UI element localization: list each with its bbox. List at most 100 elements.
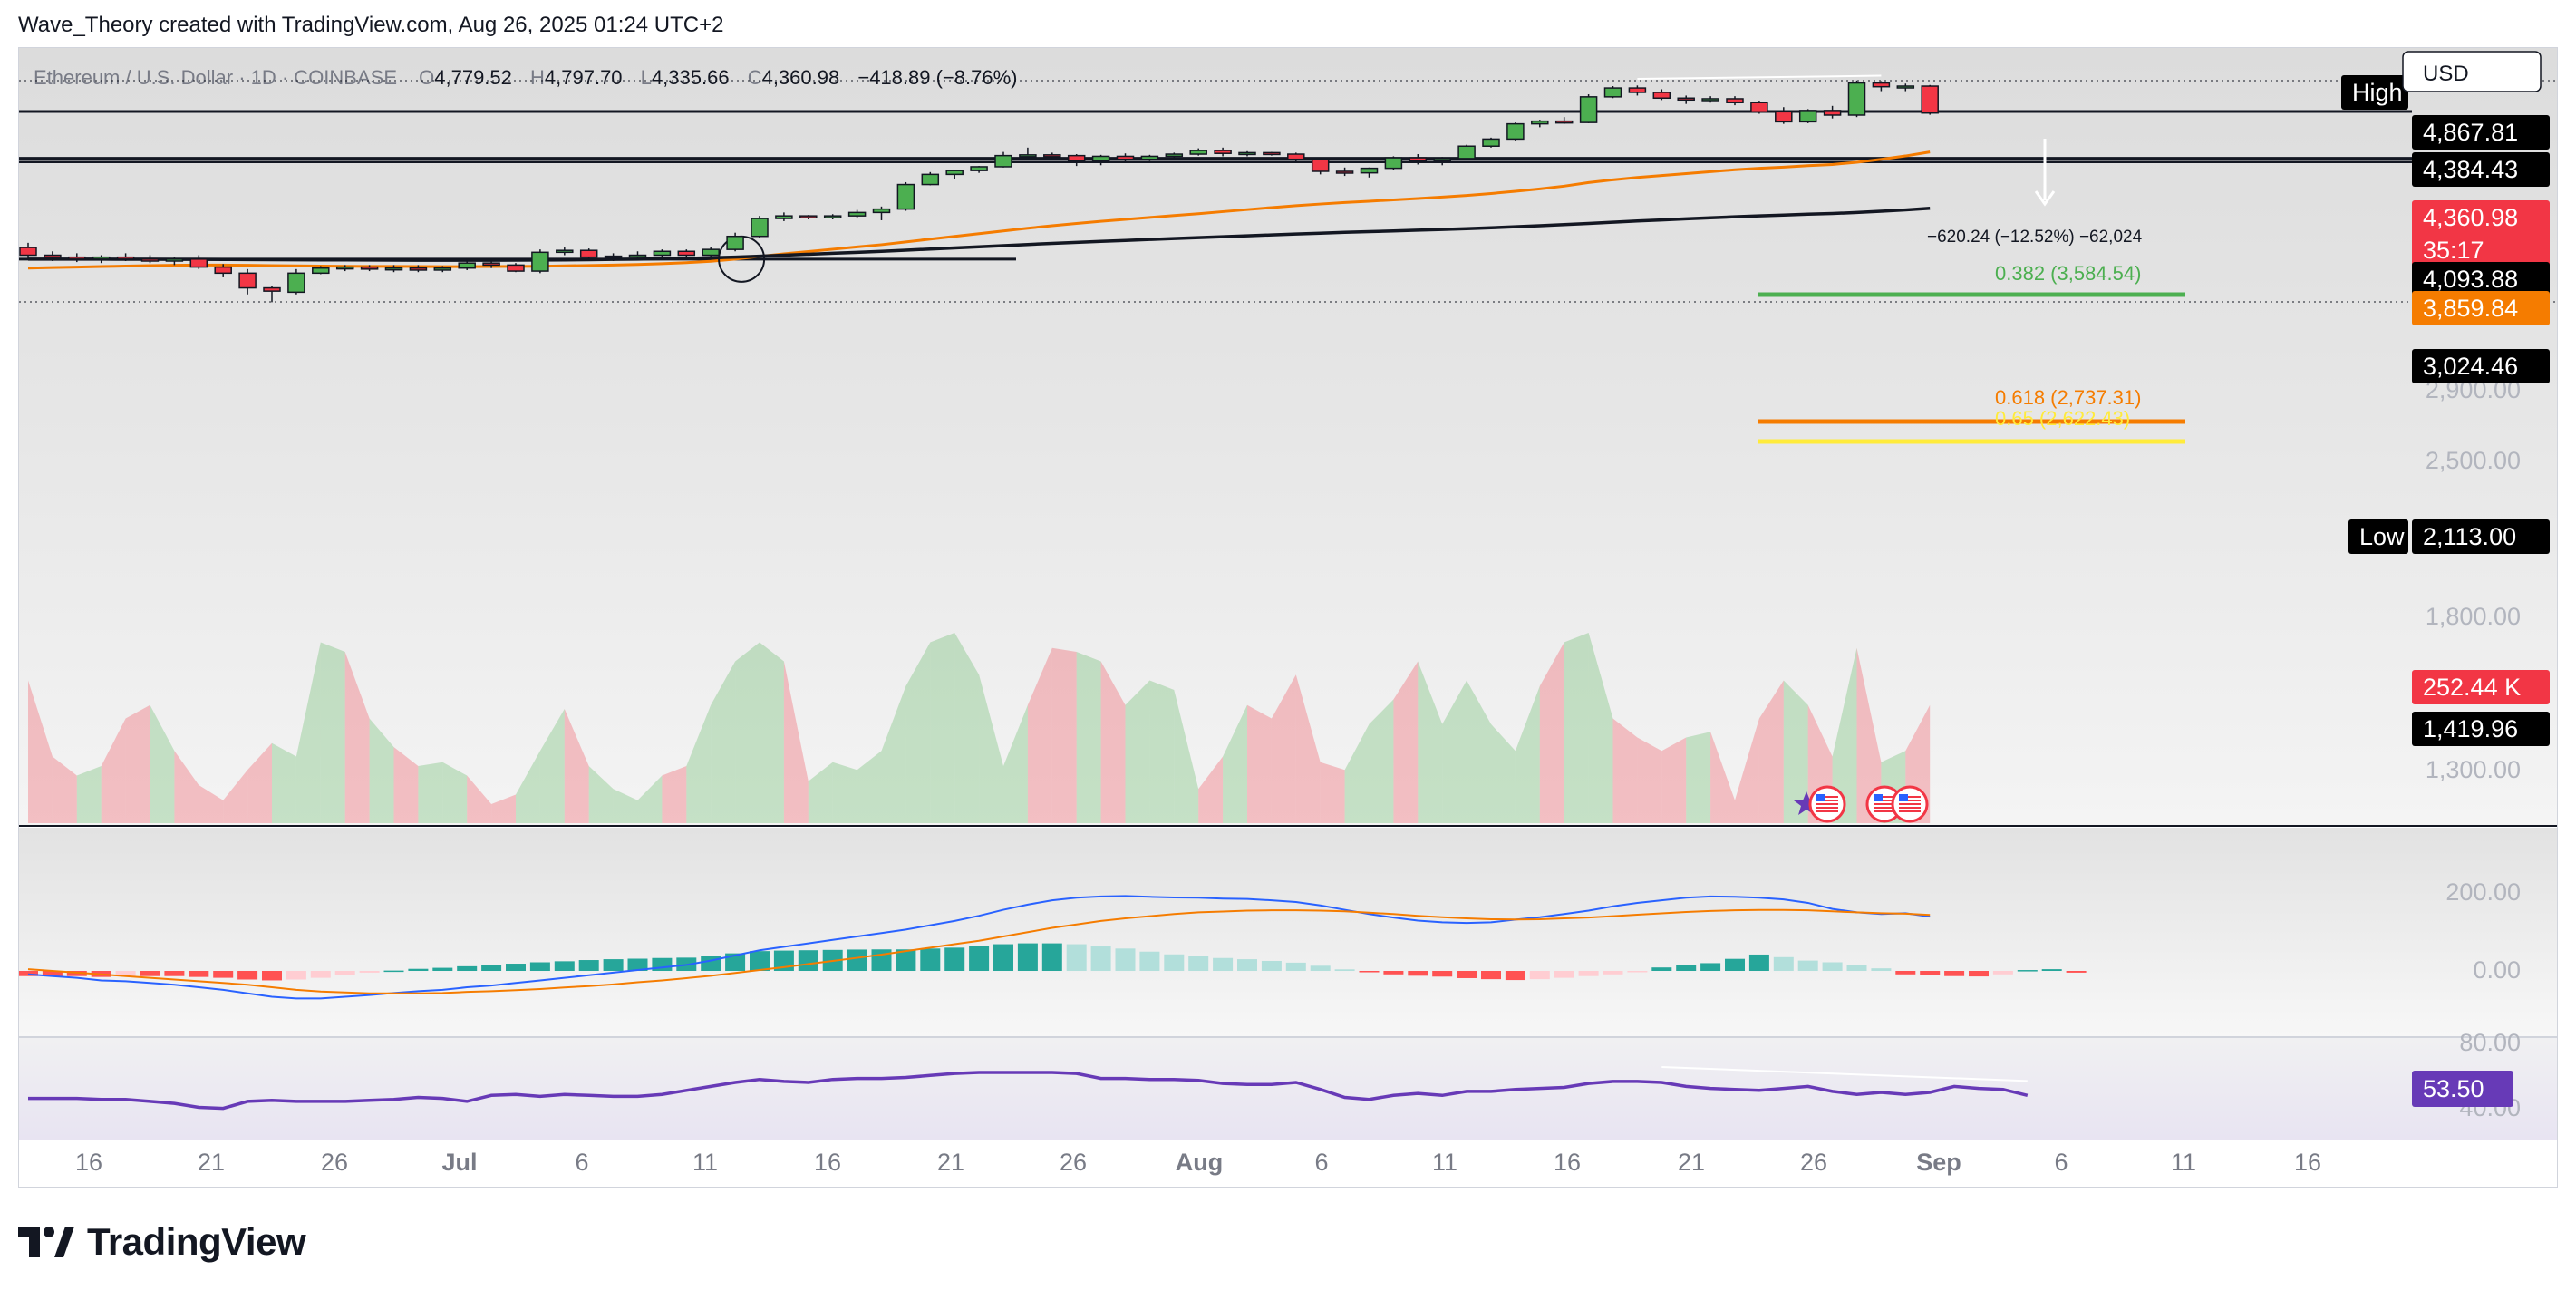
candle[interactable] (726, 232, 744, 252)
candle[interactable] (1238, 150, 1256, 157)
candle[interactable] (1091, 154, 1110, 166)
candle[interactable] (1872, 81, 1891, 92)
candle[interactable] (1554, 117, 1574, 124)
candle[interactable] (1921, 84, 1939, 115)
price-pane[interactable]: −620.24 (−12.52%) −62,024 0.382 (3,584.54… (19, 74, 2557, 823)
candle[interactable] (360, 265, 379, 272)
candle[interactable] (1189, 148, 1207, 156)
candle[interactable] (775, 212, 793, 221)
candle[interactable] (1775, 107, 1793, 124)
candle[interactable] (507, 263, 525, 273)
candle[interactable] (556, 247, 574, 256)
candle[interactable] (263, 286, 281, 303)
rsi-pane[interactable] (28, 1066, 2029, 1111)
candle[interactable] (116, 253, 135, 261)
candle[interactable] (751, 216, 769, 238)
candle[interactable] (92, 255, 111, 264)
candle[interactable] (970, 166, 988, 173)
candle[interactable] (823, 214, 842, 219)
price-tag-high[interactable]: 4,867.81 (2412, 115, 2550, 150)
candle[interactable] (409, 265, 428, 273)
candle[interactable] (1116, 153, 1135, 163)
price-tag-volume[interactable]: 252.44 K (2412, 670, 2550, 704)
candle[interactable] (1311, 158, 1330, 175)
price-tag-ema50[interactable]: 3,859.84 (2412, 291, 2550, 325)
candle[interactable] (604, 253, 623, 261)
candle[interactable] (994, 151, 1012, 168)
candle[interactable] (1482, 137, 1500, 148)
candle[interactable] (238, 268, 257, 295)
price-tag-level[interactable]: 4,093.88 (2412, 262, 2550, 296)
price-axis[interactable]: 2,900.002,500.001,800.001,300.00200.000.… (2341, 75, 2550, 1121)
currency-button[interactable]: USD (2402, 51, 2542, 92)
candle[interactable] (702, 247, 720, 257)
candle[interactable] (1019, 147, 1037, 160)
candle[interactable] (1140, 154, 1159, 161)
candle[interactable] (335, 265, 354, 272)
price-tag-level[interactable]: 4,384.43 (2412, 152, 2550, 187)
candle[interactable] (847, 209, 867, 219)
chart-frame[interactable]: Ethereum / U.S. Dollar · 1D · COINBASE O… (18, 47, 2558, 1188)
candle[interactable] (44, 251, 62, 261)
candle[interactable] (1335, 167, 1354, 177)
candle[interactable] (677, 249, 696, 257)
candle[interactable] (1798, 109, 1817, 123)
candle[interactable] (1263, 151, 1281, 156)
candle[interactable] (628, 251, 647, 260)
candle[interactable] (653, 249, 672, 257)
candle[interactable] (1287, 152, 1305, 163)
candle[interactable] (1043, 152, 1061, 159)
candle[interactable] (1433, 157, 1451, 166)
candle[interactable] (482, 259, 500, 268)
candle[interactable] (1726, 96, 1744, 106)
candle[interactable] (1384, 156, 1403, 170)
time-axis[interactable]: 16 21 26 Jul 6 11 16 21 26 Aug 6 11 16 21 26 Sep 6 11 16 (75, 1149, 2321, 1176)
candle[interactable] (214, 264, 232, 277)
candle[interactable] (384, 265, 403, 273)
candle[interactable] (287, 268, 305, 295)
candle[interactable] (19, 242, 37, 258)
candle[interactable] (1823, 105, 1842, 119)
candle[interactable] (1701, 96, 1719, 103)
candle[interactable] (1677, 95, 1695, 104)
candle[interactable] (896, 181, 915, 211)
price-tag-level[interactable]: 1,419.96 (2412, 712, 2550, 746)
candle[interactable] (1457, 144, 1476, 160)
candle[interactable] (458, 258, 476, 270)
candle[interactable] (1409, 154, 1428, 165)
candle[interactable] (1067, 154, 1086, 167)
candle[interactable] (1579, 94, 1598, 123)
macd-pane[interactable] (19, 895, 2087, 1000)
candle[interactable] (189, 255, 208, 269)
candle[interactable] (531, 249, 549, 274)
candle[interactable] (165, 257, 184, 266)
candle[interactable] (140, 255, 160, 264)
us-flag-event-icon[interactable] (1808, 785, 1846, 823)
us-flag-event-icon[interactable] (1865, 785, 1903, 823)
candle[interactable] (1896, 83, 1915, 92)
candle[interactable] (1750, 101, 1768, 114)
candle[interactable] (921, 171, 940, 186)
us-flag-event-icon[interactable] (1891, 785, 1929, 823)
price-tag-last[interactable]: 4,360.98 35:17 (2412, 200, 2550, 269)
candle[interactable] (1165, 152, 1184, 159)
candle[interactable] (1603, 86, 1622, 99)
price-tag-ema200[interactable]: 3,024.46 (2412, 349, 2550, 383)
rsi-value-tag[interactable]: 53.50 (2412, 1071, 2513, 1107)
candle[interactable] (1360, 167, 1379, 178)
candle[interactable] (1531, 120, 1549, 128)
candle[interactable] (872, 206, 891, 220)
candle[interactable] (1652, 89, 1671, 101)
candle[interactable] (1506, 122, 1525, 141)
candle[interactable] (68, 253, 86, 263)
price-tag-low[interactable]: 2,113.00 (2412, 519, 2550, 554)
candle[interactable] (579, 248, 598, 259)
candle[interactable] (312, 266, 330, 275)
candle[interactable] (945, 170, 964, 179)
candle[interactable] (1214, 147, 1232, 157)
candle[interactable] (1847, 80, 1866, 118)
candle[interactable] (799, 215, 818, 219)
candle[interactable] (433, 266, 452, 273)
candle[interactable] (1628, 85, 1647, 96)
chart-canvas[interactable]: Ethereum / U.S. Dollar · 1D · COINBASE O… (19, 48, 2557, 1187)
